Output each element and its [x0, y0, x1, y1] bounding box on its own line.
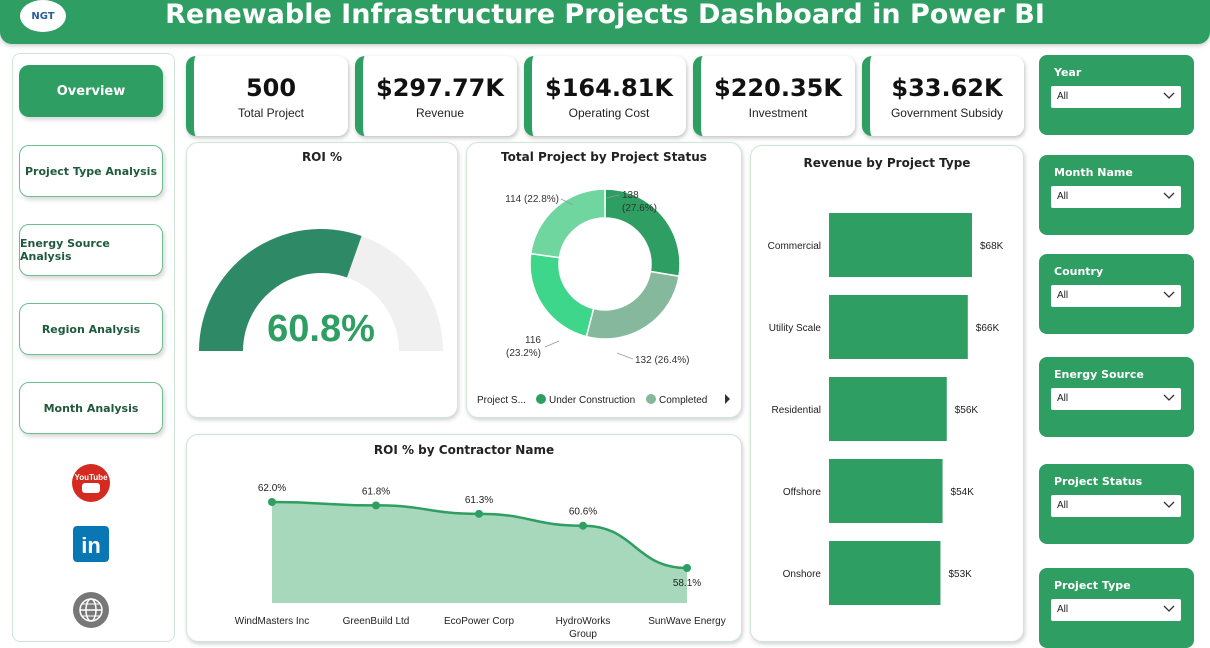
- energy-source-dropdown[interactable]: All: [1051, 388, 1181, 410]
- donut-slice-114[interactable]: [529, 188, 606, 259]
- revenue-category-label: Offshore: [783, 487, 822, 498]
- roi-point[interactable]: [683, 564, 691, 572]
- project-type-slicer[interactable]: Project Type All: [1039, 568, 1194, 648]
- contractor-axis-label: EcoPower Corp: [444, 616, 514, 627]
- project-status-card[interactable]: Total Project by Project Status 138 (27.…: [466, 142, 742, 418]
- roi-point[interactable]: [475, 509, 483, 518]
- roi-gauge-title: ROI %: [301, 150, 343, 164]
- month-name-dropdown[interactable]: All: [1051, 186, 1181, 208]
- nav-energy-source-button[interactable]: Energy Source Analysis: [19, 224, 163, 276]
- chevron-down-icon: [1163, 192, 1175, 199]
- roi-point[interactable]: [268, 498, 276, 506]
- revenue-category-label: Utility Scale: [769, 323, 822, 334]
- month-name-slicer[interactable]: Month Name All: [1039, 155, 1194, 235]
- chevron-down-icon: [1163, 92, 1175, 99]
- roi-point[interactable]: [372, 501, 380, 510]
- revenue-bar-utility-scale[interactable]: [829, 295, 968, 359]
- revenue-by-type-chart: Commercial $68K Utility Scale $66K Residenti…: [768, 213, 1004, 605]
- legend-dot-under-construction: [536, 394, 546, 404]
- legend-dot-completed: [646, 394, 656, 404]
- nav-month-button[interactable]: Month Analysis: [19, 382, 163, 434]
- legend-under-construction: Under Construction: [549, 395, 635, 406]
- contractor-axis-label: WindMasters Inc: [235, 616, 309, 627]
- project-status-title: Total Project by Project Status: [501, 150, 707, 164]
- revenue-bar-residential[interactable]: [829, 377, 947, 441]
- donut-slice-116[interactable]: [529, 252, 595, 338]
- roi-value-label: 62.0%: [258, 483, 286, 494]
- donut-label-132: 132 (26.4%): [635, 355, 689, 366]
- donut-label-116-pct: (23.2%): [506, 348, 541, 359]
- project-status-donut: 138 (27.6%) 132 (26.4%) 116 (23.2%) 114 …: [477, 188, 730, 406]
- revenue-bar-offshore[interactable]: [829, 459, 943, 523]
- revenue-category-label: Residential: [772, 405, 821, 416]
- year-dropdown[interactable]: All: [1051, 86, 1181, 108]
- legend-next-arrow-icon[interactable]: [725, 394, 730, 404]
- contractor-axis-label: GreenBuild Ltd: [343, 616, 410, 627]
- svg-text:in: in: [81, 533, 101, 558]
- country-slicer[interactable]: Country All: [1039, 254, 1194, 334]
- roi-value-label: 61.8%: [362, 486, 390, 497]
- energy-source-slicer[interactable]: Energy Source All: [1039, 357, 1194, 437]
- roi-gauge-card[interactable]: ROI % 60.8%: [186, 142, 458, 418]
- roi-gauge-chart: 60.8%: [199, 229, 443, 351]
- project-type-dropdown[interactable]: All: [1051, 599, 1181, 621]
- chevron-down-icon: [1163, 291, 1175, 298]
- nav-project-type-button[interactable]: Project Type Analysis: [19, 145, 163, 197]
- year-slicer[interactable]: Year All: [1039, 55, 1194, 135]
- revenue-value-label: $68K: [980, 241, 1004, 252]
- roi-point[interactable]: [579, 521, 587, 530]
- roi-by-contractor-chart: 62.0% 61.8% 61.3% 60.6% 58.1% WindMasters Inc…: [235, 483, 726, 640]
- linkedin-icon[interactable]: in: [71, 524, 111, 564]
- kpi-investment: $220.35K Investment: [693, 56, 855, 136]
- nav-overview-button[interactable]: Overview: [19, 65, 163, 117]
- revenue-value-label: $53K: [948, 569, 972, 580]
- nav-region-button[interactable]: Region Analysis: [19, 303, 163, 355]
- chevron-down-icon: [1163, 605, 1175, 612]
- chevron-down-icon: [1163, 501, 1175, 508]
- roi-value-label: 61.3%: [465, 495, 493, 506]
- roi-value-label: 58.1%: [673, 578, 701, 589]
- page-title: Renewable Infrastructure Projects Dashbo…: [165, 0, 1045, 30]
- revenue-value-label: $66K: [976, 323, 1000, 334]
- kpi-government-subsidy: $33.62K Government Subsidy: [862, 56, 1024, 136]
- company-logo: NGT: [20, 0, 66, 32]
- contractor-axis-label: HydroWorks: [556, 616, 611, 627]
- svg-text:YouTube: YouTube: [74, 473, 108, 482]
- project-status-dropdown[interactable]: All: [1051, 495, 1181, 517]
- donut-legend-title: Project S...: [477, 395, 526, 406]
- donut-label-114: 114 (22.8%): [505, 194, 559, 205]
- revenue-by-type-card[interactable]: Revenue by Project Type Commercial $68K Ut…: [750, 145, 1024, 642]
- roi-by-contractor-card[interactable]: ROI % by Contractor Name 62.0% 61.8% 61.3%…: [186, 434, 742, 642]
- header-bar: NGT Renewable Infrastructure Projects Da…: [0, 0, 1210, 44]
- revenue-bar-onshore[interactable]: [829, 541, 941, 605]
- globe-icon[interactable]: [71, 590, 111, 630]
- revenue-bar-commercial[interactable]: [829, 213, 972, 277]
- kpi-operating-cost: $164.81K Operating Cost: [524, 56, 686, 136]
- roi-value-label: 60.6%: [569, 507, 597, 518]
- contractor-axis-label: SunWave Energy: [648, 616, 725, 627]
- kpi-revenue: $297.77K Revenue: [355, 56, 517, 136]
- gauge-fill: [199, 229, 362, 351]
- sidebar-nav: Overview Project Type Analysis Energy So…: [12, 53, 175, 642]
- project-status-slicer[interactable]: Project Status All: [1039, 464, 1194, 544]
- youtube-icon[interactable]: YouTube: [71, 463, 111, 503]
- roi-gauge-value: 60.8%: [267, 308, 375, 350]
- kpi-total-project: 500 Total Project: [186, 56, 348, 136]
- donut-label-116: 116: [525, 335, 541, 346]
- revenue-by-type-title: Revenue by Project Type: [803, 156, 971, 170]
- donut-label-138: 138: [622, 190, 639, 201]
- contractor-axis-label: Group: [569, 629, 597, 640]
- donut-slice-132[interactable]: [585, 270, 680, 340]
- chevron-down-icon: [1163, 394, 1175, 401]
- roi-by-contractor-title: ROI % by Contractor Name: [373, 443, 555, 457]
- revenue-category-label: Commercial: [768, 241, 821, 252]
- revenue-value-label: $54K: [951, 487, 975, 498]
- legend-completed: Completed: [659, 395, 707, 406]
- donut-label-138-pct: (27.6%): [622, 203, 657, 214]
- country-dropdown[interactable]: All: [1051, 285, 1181, 307]
- revenue-category-label: Onshore: [783, 569, 822, 580]
- revenue-value-label: $56K: [955, 405, 979, 416]
